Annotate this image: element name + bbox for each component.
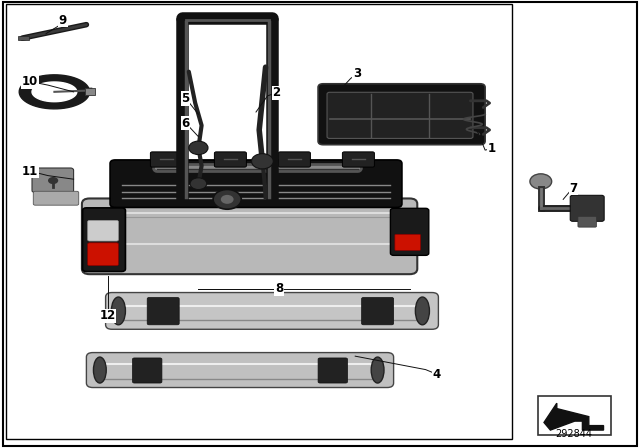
Ellipse shape — [415, 297, 429, 325]
FancyBboxPatch shape — [327, 92, 473, 138]
FancyBboxPatch shape — [390, 208, 429, 255]
Polygon shape — [32, 82, 77, 102]
FancyBboxPatch shape — [362, 297, 394, 325]
Ellipse shape — [371, 357, 384, 383]
Circle shape — [189, 141, 208, 155]
Ellipse shape — [111, 297, 125, 325]
FancyBboxPatch shape — [318, 84, 485, 145]
Circle shape — [530, 174, 552, 189]
Text: 1: 1 — [488, 142, 495, 155]
FancyBboxPatch shape — [570, 195, 604, 221]
Ellipse shape — [93, 357, 106, 383]
Text: 8: 8 — [275, 282, 283, 296]
FancyBboxPatch shape — [32, 168, 74, 193]
Text: 4: 4 — [433, 367, 440, 381]
FancyBboxPatch shape — [82, 198, 417, 274]
Text: 7: 7 — [570, 181, 577, 195]
FancyBboxPatch shape — [132, 358, 162, 383]
Text: 11: 11 — [22, 164, 38, 178]
Text: 9: 9 — [59, 13, 67, 27]
FancyBboxPatch shape — [150, 152, 182, 167]
FancyBboxPatch shape — [88, 220, 118, 241]
Bar — [538, 396, 611, 435]
Bar — [6, 4, 512, 439]
FancyBboxPatch shape — [342, 152, 374, 167]
FancyBboxPatch shape — [318, 358, 348, 383]
Circle shape — [190, 178, 207, 190]
Bar — [18, 36, 29, 40]
Text: 292844: 292844 — [556, 429, 593, 439]
Text: 3: 3 — [353, 67, 361, 81]
Text: 12: 12 — [99, 309, 116, 323]
FancyBboxPatch shape — [86, 353, 394, 388]
Bar — [85, 88, 95, 95]
Circle shape — [213, 190, 241, 209]
Circle shape — [221, 195, 234, 204]
Text: 5: 5 — [182, 92, 189, 105]
Text: 6: 6 — [182, 116, 189, 130]
FancyBboxPatch shape — [147, 297, 179, 325]
Polygon shape — [19, 75, 90, 109]
FancyBboxPatch shape — [106, 293, 438, 329]
FancyBboxPatch shape — [110, 160, 402, 207]
FancyBboxPatch shape — [88, 243, 118, 266]
FancyBboxPatch shape — [83, 208, 125, 271]
FancyBboxPatch shape — [33, 191, 79, 205]
Polygon shape — [544, 403, 604, 430]
FancyBboxPatch shape — [214, 152, 246, 167]
Text: 10: 10 — [22, 75, 38, 88]
Circle shape — [252, 154, 273, 169]
Circle shape — [48, 177, 58, 184]
FancyBboxPatch shape — [278, 152, 310, 167]
FancyBboxPatch shape — [578, 216, 596, 227]
FancyBboxPatch shape — [395, 234, 420, 250]
Text: 2: 2 — [273, 86, 280, 99]
